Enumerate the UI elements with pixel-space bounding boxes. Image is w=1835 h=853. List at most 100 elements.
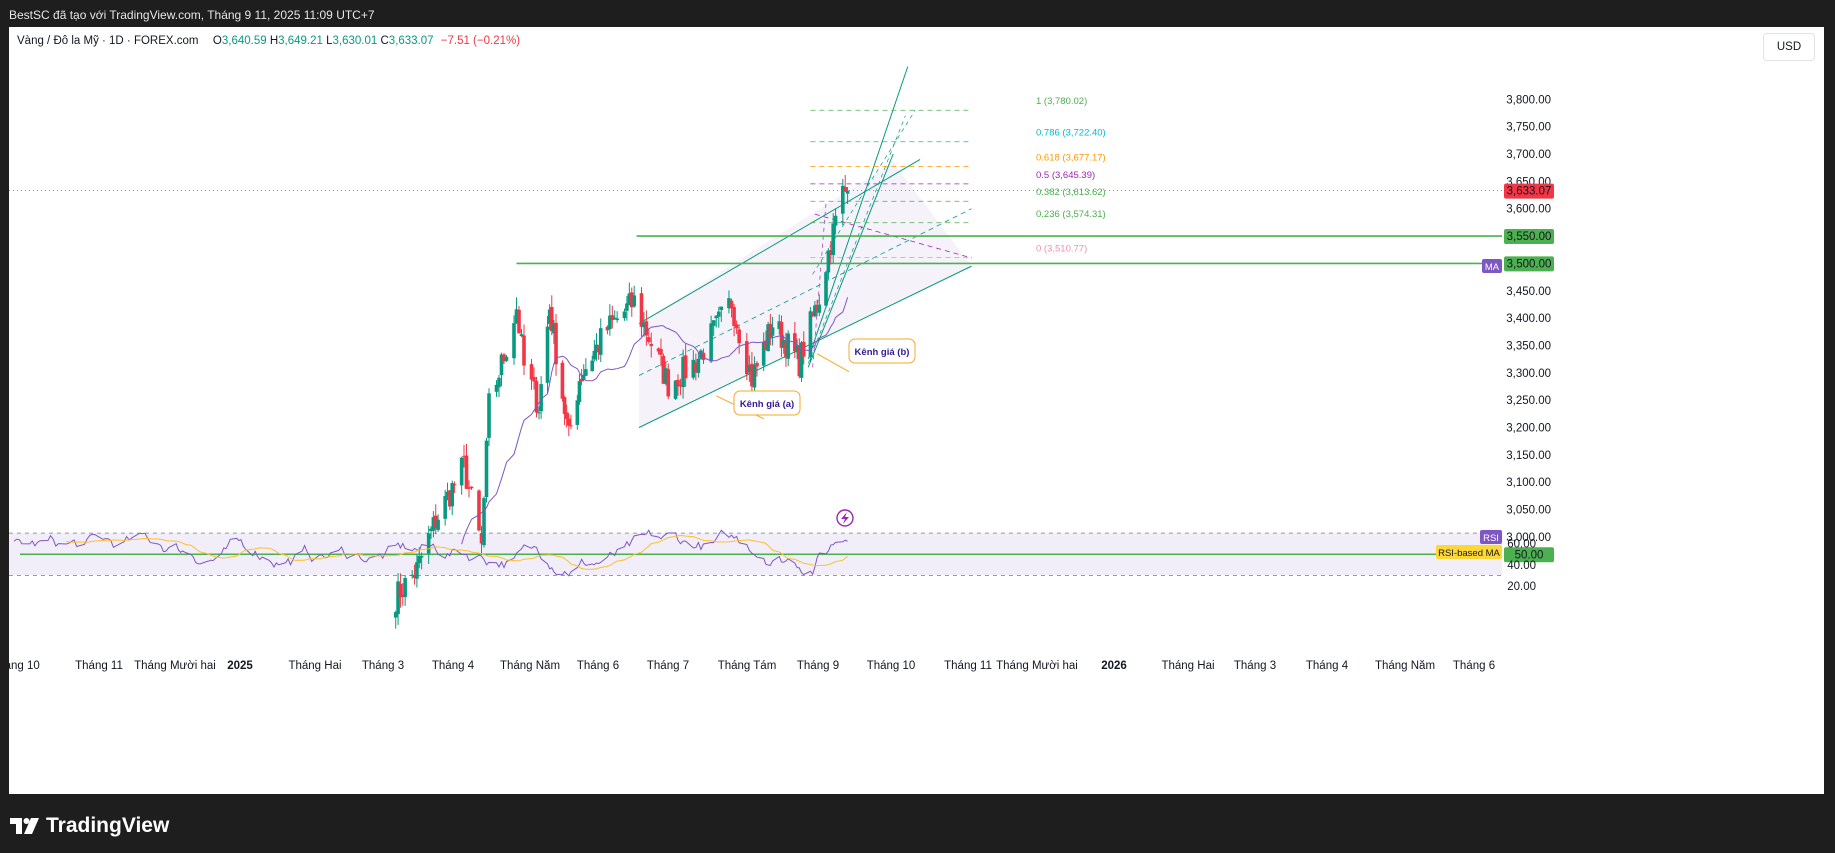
- candle-47: [549, 295, 554, 336]
- rsi-ma-tag-bg: [1436, 545, 1502, 559]
- candle-56: [577, 374, 582, 405]
- candle-131: [826, 248, 831, 280]
- candle-39: [522, 324, 526, 375]
- candle-20: [459, 456, 464, 495]
- candle-97: [714, 315, 719, 328]
- candle-17: [448, 490, 452, 511]
- candle-104: [737, 326, 741, 354]
- candle-32: [499, 352, 504, 387]
- candle-3: [400, 583, 405, 606]
- candle-57: [579, 369, 584, 386]
- time-tick-16: Tháng Hai: [1161, 660, 1214, 672]
- candle-70: [622, 308, 627, 321]
- candle-49: [554, 314, 558, 376]
- candle-68: [612, 310, 617, 320]
- candle-101: [729, 298, 734, 318]
- candle-9: [419, 552, 424, 570]
- chart-canvas[interactable]: 1 (3,780.02) 0.786 (3,722.40) 0.618 (3,677…: [9, 27, 1824, 794]
- price-tick-8: 3,300.00: [1506, 368, 1551, 380]
- legend-high: 3,649.21: [278, 35, 323, 47]
- candle-89: [683, 343, 688, 387]
- time-tick-1: Tháng 11: [75, 660, 123, 672]
- candle-81: [659, 338, 663, 367]
- time-tick-8: Tháng 6: [577, 660, 619, 672]
- legend-low: 3,630.01: [332, 35, 378, 47]
- candle-13: [433, 504, 438, 535]
- price-tick-2: 3,700.00: [1506, 149, 1551, 161]
- candle-125: [808, 307, 813, 363]
- candle-106: [747, 355, 752, 382]
- candle-78: [647, 328, 651, 344]
- window-title: BestSC đã tạo với TradingView.com, Tháng…: [9, 8, 375, 22]
- tradingview-logo[interactable]: TradingView: [10, 814, 169, 838]
- candle-45: [545, 315, 550, 394]
- fib-label-1: 0.786 (3,722.40): [1036, 128, 1106, 139]
- price-tick-1: 3,750.00: [1506, 122, 1551, 134]
- time-tick-7: Tháng Năm: [500, 660, 560, 672]
- candle-98: [716, 306, 721, 328]
- legend-close: 3,633.07: [388, 35, 434, 47]
- candle-34: [504, 354, 509, 362]
- rsi-tick-2: 20.00: [1507, 581, 1536, 593]
- candle-42: [534, 376, 539, 418]
- candle-64: [598, 318, 603, 362]
- price-tick-13: 3,050.00: [1506, 505, 1551, 517]
- candle-77: [644, 310, 649, 346]
- price-tick-7: 3,350.00: [1506, 340, 1551, 352]
- candle-80: [656, 347, 661, 355]
- price-tick-0: 3,800.00: [1506, 94, 1551, 106]
- candle-44: [539, 376, 543, 419]
- candle-129: [817, 294, 822, 317]
- annotation-a-label: Kênh giá (a): [740, 399, 794, 410]
- fib-label-3: 0.5 (3,645.39): [1036, 170, 1095, 181]
- legend-open: 3,640.59: [221, 35, 267, 47]
- candle-100: [727, 290, 731, 314]
- candle-59: [584, 358, 588, 376]
- time-tick-18: Tháng 4: [1306, 660, 1349, 672]
- candle-128: [815, 299, 819, 317]
- candle-28: [484, 437, 489, 503]
- candle-127: [813, 300, 817, 318]
- candle-16: [445, 482, 450, 501]
- time-tick-13: Tháng 11: [944, 660, 992, 672]
- candle-0: [393, 610, 398, 629]
- candle-112: [766, 321, 770, 352]
- candle-85: [673, 380, 678, 401]
- candle-83: [664, 361, 668, 386]
- candle-130: [824, 270, 828, 309]
- tradingview-logo-icon: [10, 818, 39, 834]
- candle-5: [410, 570, 414, 579]
- price-tick-4: 3,600.00: [1506, 204, 1551, 216]
- legend-change: −7.51 (−0.21%): [440, 35, 521, 47]
- candle-69: [615, 311, 619, 323]
- candle-52: [564, 404, 569, 428]
- fib-label-2: 0.618 (3,677.17): [1036, 152, 1106, 163]
- time-tick-6: Tháng 4: [432, 660, 475, 672]
- candle-50: [560, 360, 565, 402]
- chart-panel[interactable]: 1 (3,780.02) 0.786 (3,722.40) 0.618 (3,677…: [9, 27, 1824, 794]
- legend-symbol[interactable]: Vàng / Đô la Mỹ · 1D · FOREX.com: [17, 35, 199, 47]
- candle-107: [750, 352, 754, 395]
- channel-b-upper-line: [807, 66, 909, 360]
- candle-86: [676, 374, 680, 396]
- currency-button[interactable]: USD: [1763, 33, 1815, 61]
- candle-134: [833, 208, 838, 235]
- candle-84: [666, 363, 671, 400]
- fib-label-6: 0 (3,510.77): [1036, 244, 1087, 255]
- candle-38: [519, 329, 524, 338]
- time-tick-5: Tháng 3: [362, 660, 404, 672]
- candle-1: [396, 573, 400, 625]
- time-tick-19: Tháng Năm: [1375, 660, 1435, 672]
- candle-103: [734, 320, 739, 334]
- candle-99: [719, 306, 724, 322]
- candle-88: [681, 349, 685, 399]
- candle-114: [770, 316, 775, 346]
- rsi-tick-0: 60.00: [1507, 539, 1536, 551]
- level-badge-1-bg: [1504, 229, 1554, 245]
- fib-label-4: 0.382 (3,613.62): [1036, 187, 1106, 198]
- ma-tag: MA: [1485, 262, 1500, 273]
- candle-123: [799, 341, 804, 382]
- time-tick-15: 2026: [1101, 660, 1127, 672]
- candle-119: [786, 330, 790, 367]
- level-badge-2: 3,500.00: [1507, 258, 1552, 270]
